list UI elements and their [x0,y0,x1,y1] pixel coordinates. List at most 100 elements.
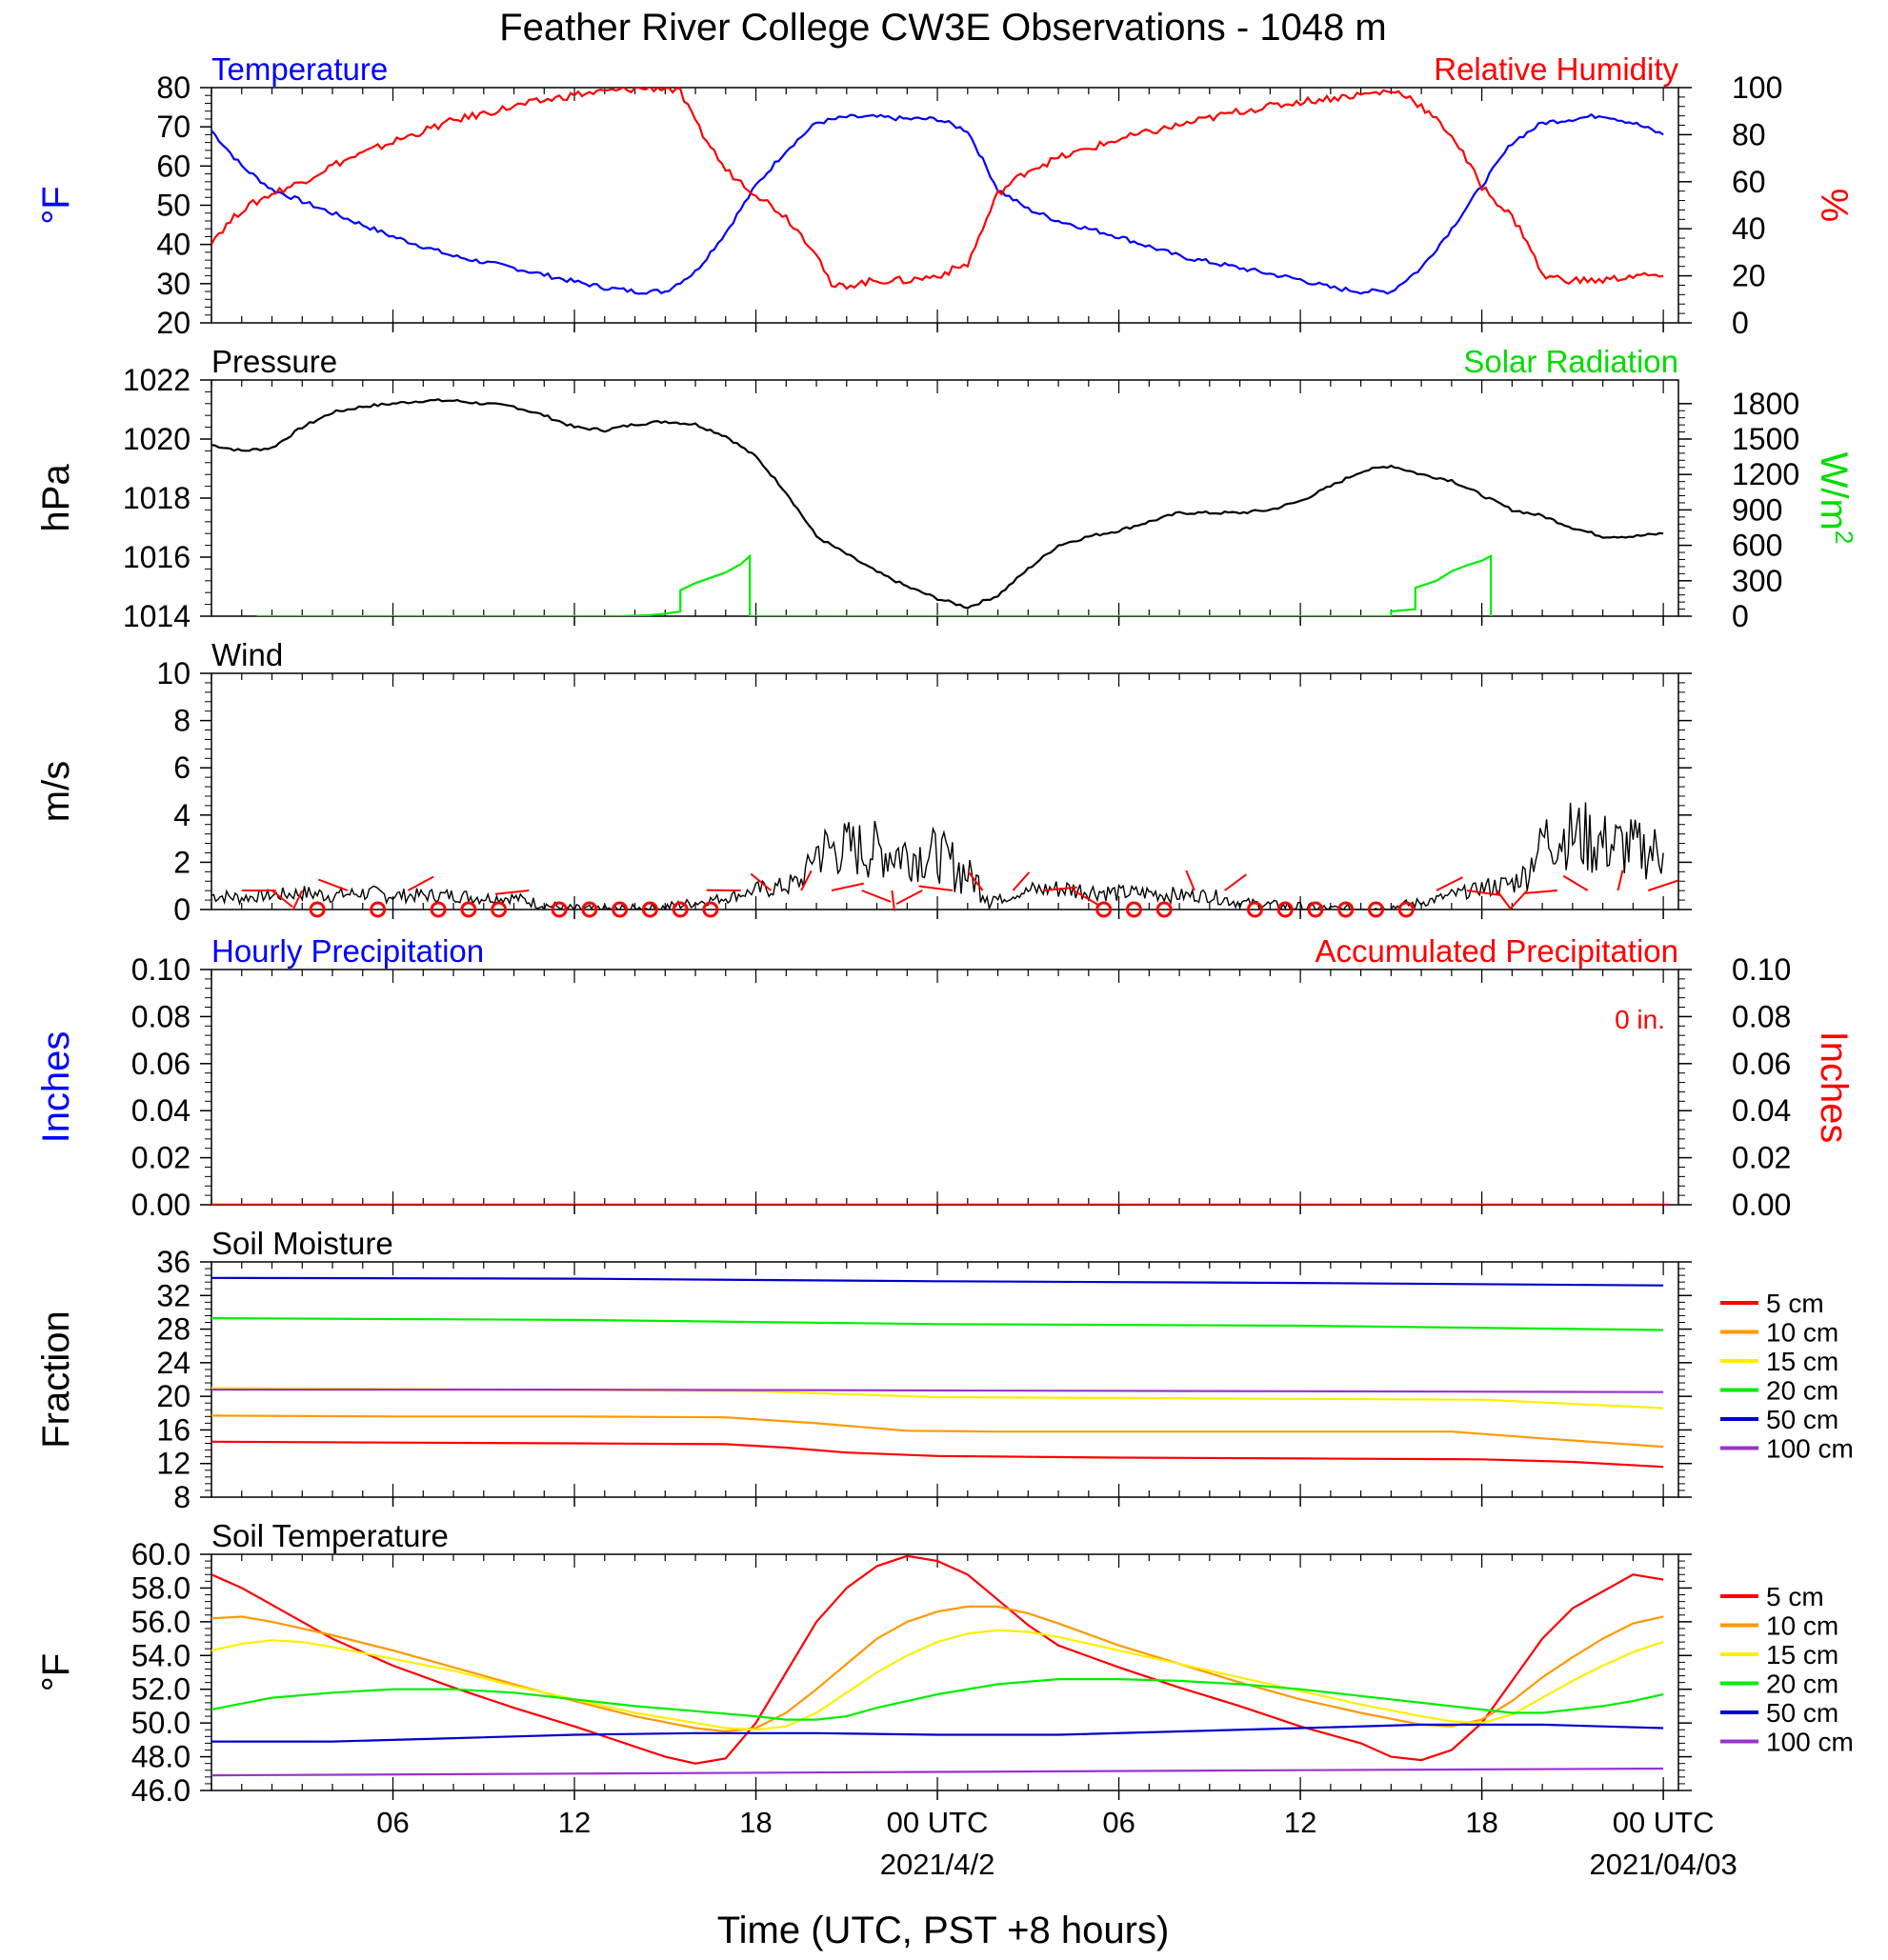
y-tick-label-left: 48.0 [131,1740,191,1774]
y-tick-label-right: 600 [1732,529,1782,563]
y-axis-label-left: °F [35,1653,77,1691]
y-tick-label-right: 1200 [1732,457,1799,491]
y-tick-label-left: 30 [156,267,191,301]
y-tick-label-left: 50 [156,189,191,223]
wind-barb [1647,879,1679,891]
y-axis-label-superscript: 2 [1830,530,1858,544]
calm-wind-marker [309,901,326,918]
y-tick-label-right: 0 [1732,599,1749,633]
y-tick-label-left: 0 [173,892,191,927]
y-tick-label-left: 0.10 [131,952,191,987]
y-tick-label-left: 28 [156,1312,191,1347]
calm-wind-marker [581,901,598,918]
y-tick-label-right: 20 [1732,259,1766,293]
x-tick-label: 00 UTC [1613,1806,1715,1839]
wind-barb [1617,870,1624,891]
legend-label: 100 cm [1766,1434,1854,1464]
x-tick-label: 06 [1102,1806,1135,1839]
figure-title: Feather River College CW3E Observations … [499,7,1386,49]
panel-pressure_solar: 1014 1016 1018 1020 1022 03006009001200150018… [35,344,1858,633]
x-tick-label: 18 [739,1806,772,1839]
calm-wind-marker [1367,901,1384,918]
legend-label: 100 cm [1766,1728,1854,1757]
y-tick-label-left: 12 [156,1447,191,1481]
wind-barb [831,882,864,891]
series-line [211,1317,1664,1331]
panel-frame [211,1553,1679,1791]
y-tick-label-left: 0.08 [131,999,191,1033]
legend-label: 10 cm [1766,1611,1838,1641]
series-line [211,398,1664,610]
wind-barb [407,875,434,891]
calm-wind-marker [1307,901,1324,918]
y-tick-label-left: 52.0 [131,1672,191,1707]
series-line [211,88,1664,290]
x-tick-label: 00 UTC [887,1806,989,1839]
calm-wind-marker [430,901,447,918]
legend-label: 15 cm [1766,1347,1838,1376]
y-tick-label-right: 0.08 [1732,999,1791,1033]
calm-wind-marker [1397,901,1415,918]
panel-title-left: Pressure [211,344,337,379]
y-tick-label-left: 24 [156,1346,191,1380]
wind-barb [271,890,293,909]
wind-barb [1466,890,1500,896]
panel-frame [211,969,1679,1206]
y-tick-label-left: 1014 [123,599,191,633]
x-axis: 06 12 18 00 UTC 2021/4/2 06 12 18 00 UTC 2021/04/… [376,1806,1737,1881]
wind-barb [1073,890,1099,906]
wind-barb [1496,890,1512,910]
y-axis-label-right: % [1813,189,1855,223]
panel-title-right: Relative Humidity [1434,51,1678,87]
series-line [211,1723,1664,1743]
panel-frame [211,379,1679,617]
y-tick-label-right: 0.06 [1732,1047,1791,1081]
calm-wind-marker [702,901,719,918]
y-tick-label-left: 70 [156,110,191,144]
wind-barb [891,890,895,911]
y-tick-label-left: 50.0 [131,1706,191,1740]
y-tick-label-right: 0 [1732,306,1749,340]
series-line [211,1554,1664,1765]
legend-label: 50 cm [1766,1405,1838,1434]
series-line [211,1605,1664,1733]
y-tick-label-left: 2 [173,845,191,879]
y-tick-label-left: 1020 [123,422,191,456]
legend-label: 50 cm [1766,1698,1838,1728]
y-tick-label-left: 60 [156,149,191,183]
y-tick-label-right: 1800 [1732,387,1799,421]
y-tick-label-left: 80 [156,70,191,105]
y-tick-label-left: 0.06 [131,1047,191,1081]
wind-barb [494,890,530,895]
y-tick-label-left: 36 [156,1245,191,1279]
y-tick-label-right: 900 [1732,492,1782,527]
y-axis-label-left: hPa [35,464,77,532]
y-tick-label-left: 46.0 [131,1773,191,1808]
wind-barb [1012,871,1031,891]
y-tick-label-left: 1022 [123,363,191,397]
wind-barb [861,890,892,903]
y-tick-label-left: 40 [156,228,191,262]
x-axis-label: Time (UTC, PST +8 hours) [717,1910,1170,1951]
y-axis-label-left: Inches [35,1031,77,1144]
y-tick-label-left: 0.00 [131,1188,191,1222]
x-tick-label: 18 [1465,1806,1497,1839]
y-tick-label-right: 300 [1732,564,1782,598]
calm-wind-marker [370,901,387,918]
legend-label: 5 cm [1766,1289,1824,1318]
calm-wind-marker [672,901,689,918]
wind-barb [750,872,773,891]
wind-barb [1043,886,1077,891]
panel-title-left: Soil Temperature [211,1518,449,1553]
y-tick-label-right: 80 [1732,117,1766,151]
y-tick-label-left: 60.0 [131,1537,191,1571]
y-tick-label-left: 16 [156,1412,191,1447]
y-tick-label-left: 8 [173,704,191,738]
calm-wind-marker [641,901,658,918]
x-date-label: 2021/4/2 [880,1848,995,1881]
calm-wind-marker [1276,901,1294,918]
series-line [211,1629,1664,1731]
y-tick-label-left: 56.0 [131,1605,191,1639]
panel-title-left: Hourly Precipitation [211,933,484,969]
